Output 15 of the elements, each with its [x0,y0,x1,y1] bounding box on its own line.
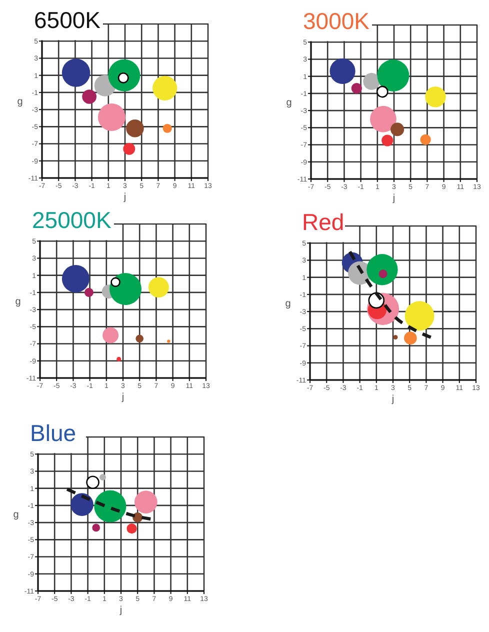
y-axis-title: g [13,510,19,520]
x-axis-title: j [390,394,394,405]
chart-title: 6500K [34,7,102,33]
x-axis-title: j [122,192,126,203]
x-axis-title: j [392,193,396,204]
y-axis-title: g [285,298,291,310]
y-axis-title: g [17,96,23,108]
x-axis-title: j [118,605,122,616]
chart-title: Blue [30,420,76,446]
y-axis-title: g [15,296,21,308]
y-axis-title: g [286,98,292,108]
x-axis-title: j [120,392,124,403]
chart-title: 3000K [303,8,370,34]
chart-title: Red [302,209,344,235]
chart-title: 25000K [32,207,112,233]
